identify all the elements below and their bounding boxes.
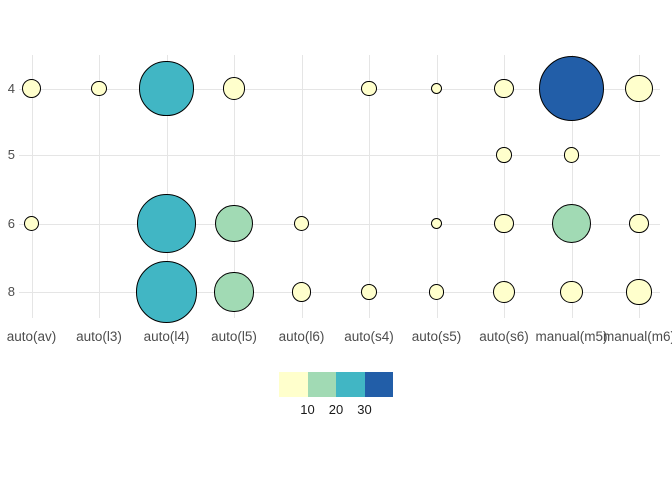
x-axis-tick-label: auto(l3): [76, 329, 122, 344]
legend-colorbar-segment: [364, 372, 393, 397]
data-point: [626, 279, 652, 305]
gridline-horizontal: [19, 223, 660, 225]
x-axis-tick-label: auto(l4): [143, 329, 190, 344]
data-point: [492, 280, 516, 304]
data-point: [496, 147, 512, 163]
x-axis-tick-label: auto(l5): [211, 329, 257, 344]
data-point: [23, 215, 40, 232]
data-point: [135, 261, 198, 323]
data-point: [91, 80, 107, 97]
x-axis-tick-label: auto(s5): [411, 329, 462, 344]
data-point: [293, 215, 310, 232]
gridline-vertical: [234, 55, 235, 318]
data-point: [539, 56, 604, 121]
x-axis-tick-label: auto(s4): [344, 329, 394, 344]
x-axis-tick-label: auto(av): [6, 329, 57, 344]
legend-colorbar-segment: [336, 372, 365, 397]
data-point: [431, 218, 442, 229]
legend-tick-label: 20: [328, 402, 344, 417]
data-point: [139, 61, 194, 116]
data-point: [431, 83, 442, 94]
y-axis-tick-label: 4: [7, 80, 15, 96]
gridline-vertical: [436, 55, 438, 318]
y-axis-tick-label: 8: [7, 284, 15, 299]
data-point: [21, 78, 42, 99]
data-point: [625, 74, 653, 103]
gridline-vertical: [504, 55, 505, 318]
data-point: [214, 272, 254, 312]
gridline-vertical: [571, 55, 573, 318]
legend-tick-label: 30: [357, 402, 372, 417]
legend-tick-label: 10: [300, 402, 315, 417]
y-axis-tick-label: 6: [7, 215, 15, 231]
data-point: [563, 147, 580, 163]
x-axis-tick-label: manual(m6): [602, 329, 672, 344]
gridline-vertical: [31, 55, 33, 318]
gridline-vertical: [639, 55, 640, 318]
gridline-horizontal: [19, 155, 660, 156]
data-point: [428, 284, 445, 300]
data-point: [137, 194, 196, 253]
data-point: [551, 203, 591, 243]
legend-colorbar-segment: [307, 372, 336, 397]
y-axis-tick-label: 5: [7, 147, 15, 162]
gridline-horizontal: [19, 88, 660, 90]
data-point: [494, 213, 514, 234]
gridline-vertical: [99, 55, 100, 318]
gridline-vertical: [369, 55, 370, 318]
x-axis-tick-label: auto(s6): [479, 329, 529, 344]
data-point: [560, 280, 583, 304]
data-point: [222, 77, 246, 100]
data-point: [361, 284, 377, 300]
data-point: [215, 204, 253, 243]
data-point: [629, 213, 649, 234]
data-point: [291, 282, 312, 302]
data-point: [494, 78, 514, 99]
legend-colorbar-segment: [279, 372, 308, 397]
gridline-vertical: [301, 55, 303, 318]
gridline-horizontal: [19, 292, 660, 293]
x-axis-tick-label: manual(m5): [535, 329, 608, 344]
data-point: [361, 80, 377, 97]
gridline-vertical: [166, 55, 168, 318]
x-axis-tick-label: auto(l6): [278, 329, 325, 344]
